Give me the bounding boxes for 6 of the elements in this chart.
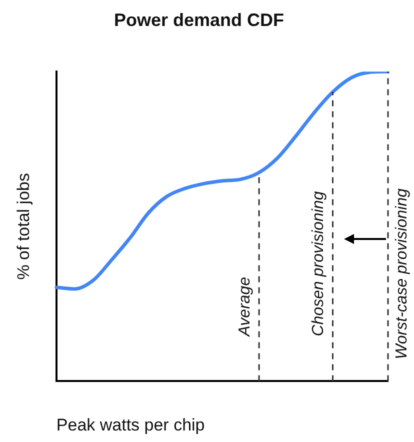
annotation: Average xyxy=(236,276,254,338)
annotation: Chosen provisioning xyxy=(310,191,328,336)
y-axis-title: % of total jobs xyxy=(14,173,33,280)
chart-title: Power demand CDF xyxy=(114,10,284,30)
x-axis-title: Peak watts per chip xyxy=(56,415,205,434)
text: Worst-case provisioning xyxy=(393,188,410,360)
